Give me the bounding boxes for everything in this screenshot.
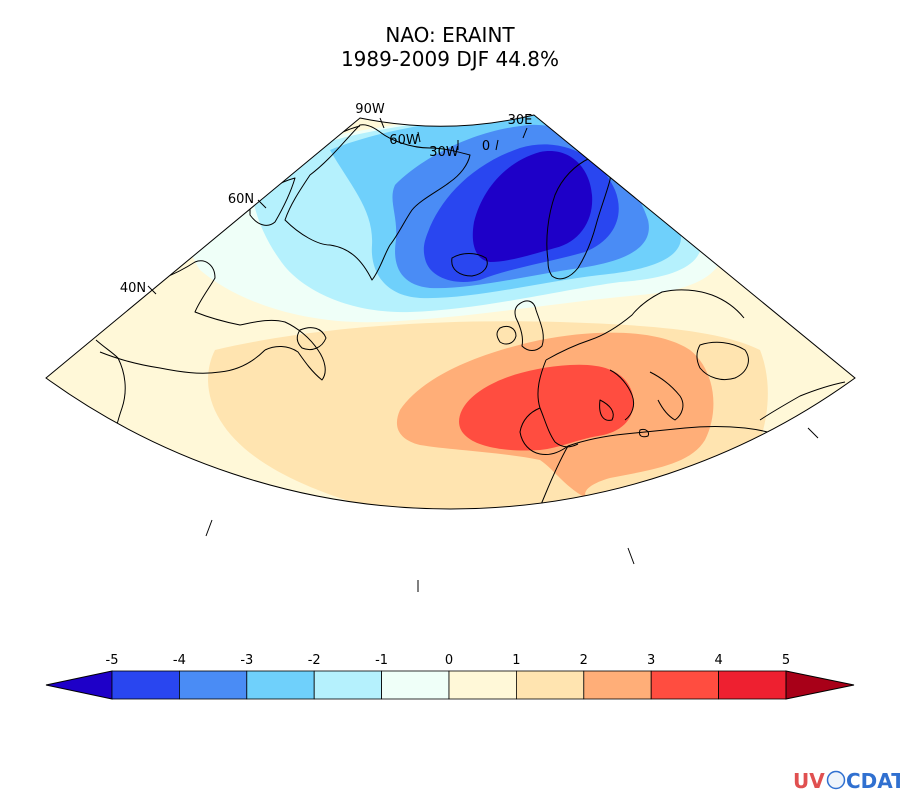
colorbar-bin — [650, 670, 720, 700]
label-60n: 60N — [228, 192, 254, 207]
colorbar-bin — [111, 670, 180, 700]
map-boundary — [45, 114, 856, 510]
logo-globe-icon — [826, 770, 846, 790]
map-domain — [46, 115, 855, 510]
colorbar-tick-label: 2 — [580, 653, 588, 668]
colorbar-bin — [178, 670, 248, 700]
parallel-labels: 60N 40N — [120, 192, 254, 296]
map-subtitle: 1989-2009 DJF 44.8% — [341, 47, 559, 71]
tick-0 — [495, 139, 499, 151]
uvcdat-logo: UV CDAT — [793, 769, 900, 793]
logo-text-left: UV — [793, 769, 825, 793]
colorbar-tick-label: -3 — [240, 653, 253, 668]
colorbar-bin — [381, 670, 450, 700]
tick-bottom-1 — [205, 519, 213, 537]
colorbar-tick-label: 4 — [714, 653, 722, 668]
map-title: NAO: ERAINT — [385, 23, 515, 47]
colorbar-bin — [448, 670, 517, 700]
label-0: 0 — [482, 139, 490, 154]
tick-60w — [417, 131, 421, 143]
tick-40n — [147, 285, 157, 295]
logo-text-right: CDAT — [846, 769, 900, 793]
label-30e: 30E — [508, 113, 533, 128]
label-60w: 60W — [389, 133, 419, 148]
colorbar-bin — [246, 670, 315, 700]
colorbar-over-triangle — [785, 670, 855, 700]
colorbar-tick-label: 5 — [782, 653, 790, 668]
colorbar-under-triangle — [45, 670, 113, 700]
tick-60n — [257, 199, 267, 209]
colorbar-tick-label: -2 — [308, 653, 321, 668]
colorbar-tick-label: 3 — [647, 653, 655, 668]
colorbar-tick-label: -4 — [173, 653, 186, 668]
colorbar-tick-label: 1 — [512, 653, 520, 668]
tick-bottom-3 — [627, 547, 635, 565]
tick-bottom-4 — [807, 427, 819, 439]
colorbar-bin — [718, 670, 787, 700]
contour-fill-n5 — [472, 151, 593, 262]
colorbar: -5 -4 -3 -2 -1 0 1 2 3 4 5 — [45, 653, 855, 700]
colorbar-bin — [313, 670, 383, 700]
tick-90w — [379, 117, 385, 129]
tick-30e — [522, 127, 528, 139]
colorbar-bin — [583, 670, 652, 700]
label-40n: 40N — [120, 281, 146, 296]
contour-fill-p4 — [459, 364, 634, 451]
meridian-labels: 90W 60W 30W 0 30E — [355, 102, 532, 160]
colorbar-tick-label: -1 — [375, 653, 388, 668]
label-90w: 90W — [355, 102, 385, 117]
colorbar-bin — [516, 670, 585, 700]
colorbar-tick-label: 0 — [445, 653, 453, 668]
graticule-ticks — [147, 117, 819, 592]
colorbar-tick-label: -5 — [106, 653, 119, 668]
label-30w: 30W — [429, 145, 459, 160]
